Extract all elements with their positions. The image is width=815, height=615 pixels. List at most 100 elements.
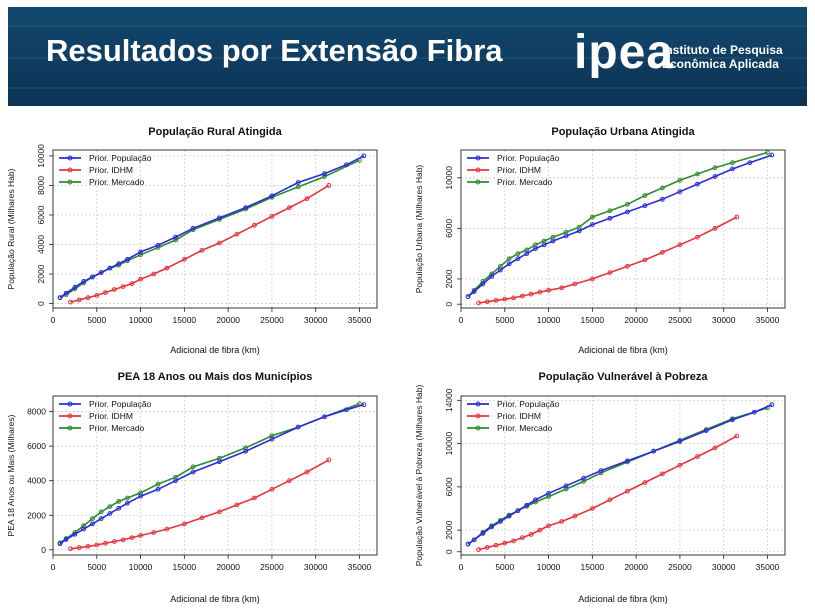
x-tick-label: 0 xyxy=(51,315,56,325)
data-point xyxy=(116,499,122,504)
data-point xyxy=(361,402,367,408)
data-point xyxy=(712,174,718,179)
data-point xyxy=(484,299,490,305)
chart-rural: População Rural Atingida 0 5000 10000 15000 2… xyxy=(6,126,378,355)
data-point xyxy=(734,214,740,220)
y-tick-label: 2000 xyxy=(36,264,46,283)
data-point xyxy=(94,542,100,548)
ipea-logo-subtitle: Instituto de Pesquisa Econômica Aplicada xyxy=(662,43,783,71)
data-point xyxy=(660,471,665,477)
data-point xyxy=(734,433,740,439)
data-point xyxy=(642,193,648,198)
data-point xyxy=(216,509,222,515)
data-point xyxy=(322,174,327,179)
data-point xyxy=(677,177,683,183)
data-point xyxy=(589,276,595,282)
data-point xyxy=(546,287,551,293)
data-point xyxy=(563,486,569,492)
data-point xyxy=(343,407,349,413)
data-point xyxy=(111,287,117,292)
data-point xyxy=(63,290,69,296)
data-point xyxy=(164,526,170,532)
data-point xyxy=(480,530,486,536)
data-point xyxy=(677,189,683,195)
data-point xyxy=(465,541,471,547)
data-point xyxy=(98,509,104,515)
data-point xyxy=(138,276,143,282)
data-point xyxy=(572,281,578,287)
data-point xyxy=(216,240,222,246)
data-point xyxy=(85,543,91,549)
data-point xyxy=(81,279,87,284)
x-tick-label: 15000 xyxy=(173,315,197,325)
data-point xyxy=(476,547,481,552)
data-point xyxy=(90,516,95,522)
data-point xyxy=(677,462,683,468)
data-point xyxy=(125,256,130,262)
y-axis-label: População Vulnerável à Pobreza (Milhares… xyxy=(414,385,424,567)
data-point xyxy=(489,524,495,530)
x-tick-label: 5000 xyxy=(87,562,106,572)
data-point xyxy=(498,519,503,524)
legend-marker xyxy=(67,167,73,173)
data-point xyxy=(181,521,187,527)
data-point xyxy=(498,267,503,273)
data-point xyxy=(515,256,521,262)
data-point xyxy=(515,508,521,514)
series-line xyxy=(467,407,768,545)
data-point xyxy=(730,166,735,172)
data-point xyxy=(660,185,665,191)
data-point xyxy=(589,222,595,227)
x-tick-label: 35000 xyxy=(348,562,372,572)
data-point xyxy=(103,290,108,295)
data-point xyxy=(252,495,257,501)
data-point xyxy=(607,208,613,214)
data-point xyxy=(546,494,551,499)
data-point xyxy=(243,448,249,454)
data-point xyxy=(489,274,495,279)
banner-stripe xyxy=(8,25,807,27)
legend-marker xyxy=(475,179,481,185)
data-point xyxy=(506,256,512,262)
data-point xyxy=(607,215,613,221)
data-point xyxy=(607,497,613,503)
y-tick-label: 10000 xyxy=(36,144,46,168)
data-point xyxy=(151,271,157,277)
data-point xyxy=(287,478,292,484)
data-point xyxy=(181,256,187,262)
plot-frame xyxy=(460,395,786,556)
data-point xyxy=(173,237,178,243)
data-point xyxy=(85,295,91,301)
data-point xyxy=(546,490,551,496)
data-point xyxy=(769,402,775,408)
y-tick-label: 2000 xyxy=(27,510,46,520)
data-point xyxy=(533,246,538,251)
x-axis-label: Adicional de fibra (km) xyxy=(578,345,668,355)
data-point xyxy=(120,537,126,543)
chart-pea: PEA 18 Anos ou Mais dos Municípios 0 5000 1… xyxy=(6,371,378,604)
data-point xyxy=(116,261,122,267)
data-point xyxy=(138,252,143,258)
chart-title: População Vulnerável à Pobreza xyxy=(539,371,709,383)
chart-urbana: População Urbana Atingida 0 5000 10000 15000… xyxy=(414,126,786,355)
x-tick-label: 35000 xyxy=(756,315,780,325)
data-point xyxy=(589,506,595,511)
data-point xyxy=(528,532,534,537)
data-point xyxy=(695,171,700,177)
data-point xyxy=(155,242,161,248)
data-point xyxy=(57,295,63,301)
data-point xyxy=(747,160,753,166)
x-tick-label: 5000 xyxy=(495,315,514,325)
data-point xyxy=(252,222,257,228)
data-point xyxy=(730,160,735,166)
y-tick-label: 8000 xyxy=(27,407,46,417)
y-tick-label: 2000 xyxy=(444,269,454,288)
data-point xyxy=(72,531,78,537)
data-point xyxy=(120,284,126,289)
data-point xyxy=(484,545,490,550)
data-point xyxy=(765,150,770,155)
data-point xyxy=(269,193,275,199)
data-point xyxy=(465,294,471,300)
x-axis-label: Adicional de fibra (km) xyxy=(170,345,260,355)
data-point xyxy=(243,205,249,210)
